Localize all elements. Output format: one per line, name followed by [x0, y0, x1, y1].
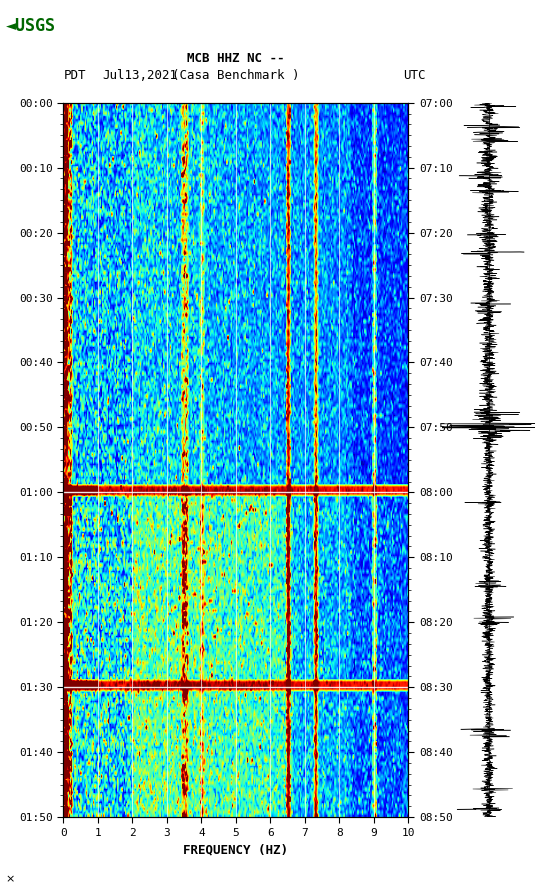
Text: UTC: UTC [403, 69, 426, 81]
Text: PDT: PDT [63, 69, 86, 81]
Text: ◄USGS: ◄USGS [6, 17, 56, 35]
Text: (Casa Benchmark ): (Casa Benchmark ) [172, 69, 300, 81]
X-axis label: FREQUENCY (HZ): FREQUENCY (HZ) [183, 843, 289, 856]
Text: ×: × [6, 874, 15, 884]
Text: MCB HHZ NC --: MCB HHZ NC -- [187, 52, 285, 64]
Text: Jul13,2021: Jul13,2021 [102, 69, 177, 81]
